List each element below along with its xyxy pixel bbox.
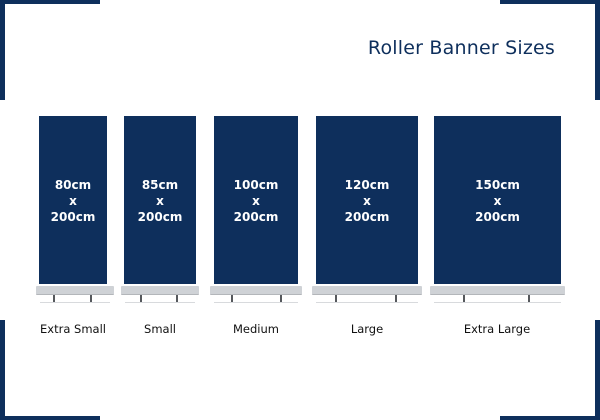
corner-bottom-right-v bbox=[595, 320, 600, 420]
stand-leg bbox=[528, 295, 530, 302]
corner-top-left-h bbox=[0, 0, 100, 4]
corner-bottom-left-h bbox=[0, 416, 100, 420]
banner-width: 150cm bbox=[475, 178, 520, 192]
banner-panel: 85cm x 200cm bbox=[124, 116, 196, 284]
corner-top-left-v bbox=[0, 0, 5, 100]
stand-leg bbox=[53, 295, 55, 302]
stand-leg bbox=[463, 295, 465, 302]
stand-leg bbox=[231, 295, 233, 302]
banner-height: 200cm bbox=[137, 210, 183, 224]
banner-label: Extra Large bbox=[463, 322, 531, 336]
corner-top-right-v bbox=[595, 0, 600, 100]
banner-height: 200cm bbox=[233, 210, 279, 224]
stand-leg bbox=[280, 295, 282, 302]
banner-times: x bbox=[156, 194, 164, 208]
banner-width: 120cm bbox=[344, 178, 390, 192]
stand-base bbox=[40, 302, 110, 303]
banner-width: 85cm bbox=[141, 178, 179, 192]
banner-stand bbox=[121, 286, 199, 295]
banner-panel: 120cm x 200cm bbox=[316, 116, 418, 284]
banner-label: Small bbox=[144, 322, 176, 336]
banner-times: x bbox=[252, 194, 260, 208]
banner-stand bbox=[36, 286, 114, 295]
banner-height: 200cm bbox=[475, 210, 520, 224]
banner-stand bbox=[430, 286, 565, 295]
banner-width: 100cm bbox=[233, 178, 279, 192]
banner-height: 200cm bbox=[344, 210, 390, 224]
stand-leg bbox=[335, 295, 337, 302]
banner-label: Extra Small bbox=[40, 322, 106, 336]
stand-base bbox=[125, 302, 195, 303]
stand-base bbox=[316, 302, 418, 303]
banner-label: Large bbox=[350, 322, 384, 336]
banner-height: 200cm bbox=[50, 210, 96, 224]
stand-leg bbox=[176, 295, 178, 302]
corner-top-right-h bbox=[500, 0, 600, 4]
page-title: Roller Banner Sizes bbox=[367, 37, 555, 59]
stand-leg bbox=[90, 295, 92, 302]
corner-bottom-left-v bbox=[0, 320, 5, 420]
stand-base bbox=[434, 302, 561, 303]
banner-times: x bbox=[69, 194, 77, 208]
banner-panel: 100cm x 200cm bbox=[214, 116, 298, 284]
banner-times: x bbox=[363, 194, 371, 208]
corner-bottom-right-h bbox=[500, 416, 600, 420]
banner-width: 80cm bbox=[54, 178, 92, 192]
banner-label: Medium bbox=[233, 322, 279, 336]
banner-panel: 150cm x 200cm bbox=[434, 116, 561, 284]
stand-leg bbox=[395, 295, 397, 302]
banner-times: x bbox=[493, 194, 502, 208]
stand-base bbox=[214, 302, 298, 303]
banner-stand bbox=[210, 286, 302, 295]
banner-stand bbox=[312, 286, 422, 295]
banner-panel: 80cm x 200cm bbox=[39, 116, 107, 284]
stand-leg bbox=[140, 295, 142, 302]
